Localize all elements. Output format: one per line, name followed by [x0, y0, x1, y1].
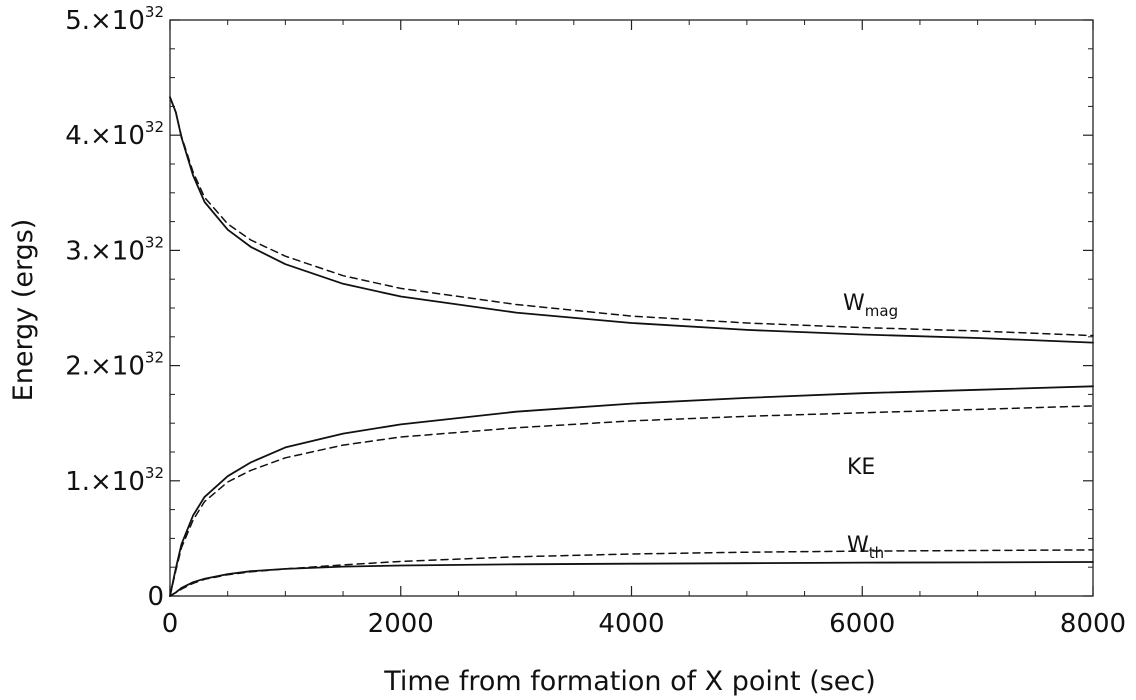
y-tick-label: 2.×1032 [65, 349, 164, 382]
y-tick-mantissa: 5.×10 [65, 6, 145, 36]
y-tick-exponent: 32 [145, 118, 164, 136]
plot-area [169, 19, 1094, 597]
plot-frame [169, 19, 1094, 597]
x-tick-label: 0 [162, 609, 179, 639]
series-label-sub: th [869, 544, 884, 562]
y-tick-label: 5.×1032 [65, 3, 164, 36]
x-tick-label: 2000 [368, 609, 434, 639]
y-tick-mantissa: 4.×10 [65, 121, 145, 151]
y-tick-label: 4.×1032 [65, 118, 164, 151]
y-tick-exponent: 32 [145, 464, 164, 482]
series-line-ke-dashed [169, 405, 1094, 597]
series-label-main: W [847, 533, 869, 558]
x-tick-label: 4000 [598, 609, 664, 639]
x-axis-label: Time from formation of X point (sec) [383, 666, 876, 697]
series-label-w-th: Wth [847, 533, 884, 562]
series-label-ke: KE [847, 455, 875, 480]
series-line-ke [169, 385, 1094, 597]
x-tick-label: 8000 [1060, 609, 1126, 639]
x-axis-ticks: 0 2000 4000 6000 8000 [162, 20, 1126, 639]
series-line-w-th [169, 561, 1094, 597]
y-tick-exponent: 32 [145, 349, 164, 367]
y-axis-label: Energy (ergs) [8, 219, 39, 402]
series-label-w-mag: Wmag [843, 291, 898, 320]
y-tick-mantissa: 0 [147, 582, 164, 612]
x-tick-label: 6000 [829, 609, 895, 639]
series-label-sub: mag [865, 302, 898, 320]
series-label-main: W [843, 291, 865, 316]
series-label-main: KE [847, 455, 875, 480]
series-annotations: Wmag KE Wth [843, 291, 898, 562]
y-tick-mantissa: 2.×10 [65, 352, 145, 382]
y-tick-mantissa: 1.×10 [65, 467, 145, 497]
y-tick-label: 1.×1032 [65, 464, 164, 497]
y-tick-exponent: 32 [145, 233, 164, 251]
series-line-w-mag [169, 96, 1094, 344]
y-tick-exponent: 32 [145, 3, 164, 21]
series-line-w-th-dashed [169, 549, 1094, 597]
y-tick-label: 3.×1032 [65, 233, 164, 266]
series-line-w-mag-dashed [169, 96, 1094, 337]
series-group [169, 96, 1094, 597]
y-tick-label: 0 [147, 582, 164, 612]
y-tick-mantissa: 3.×10 [65, 236, 145, 266]
